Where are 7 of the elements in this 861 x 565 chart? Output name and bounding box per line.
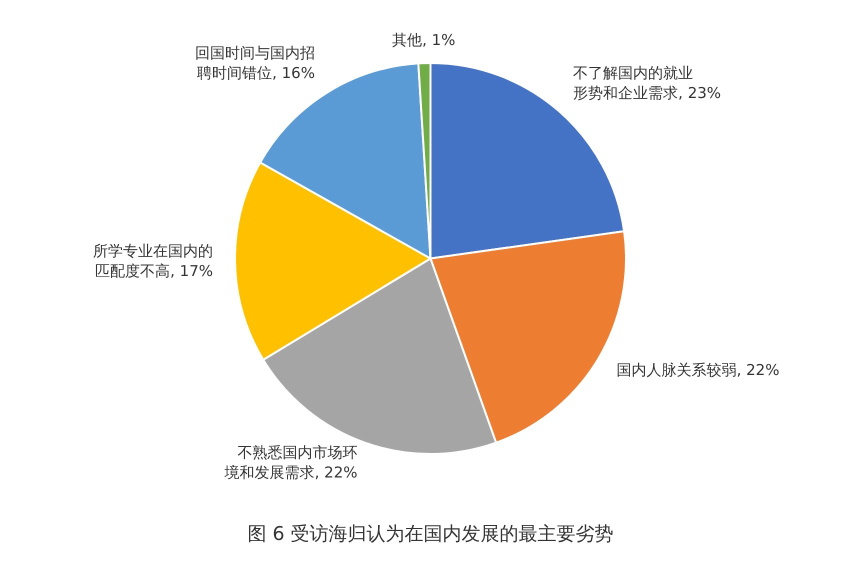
slice-label: 所学专业在国内的匹配度不高, 17% bbox=[93, 242, 214, 280]
slice-label: 回国时间与国内招聘时间错位, 16% bbox=[194, 44, 315, 82]
slice-label: 国内人脉关系较弱, 22% bbox=[616, 361, 780, 380]
slice-label: 其他, 1% bbox=[392, 30, 456, 49]
slice-label: 不了解国内的就业形势和企业需求, 23% bbox=[573, 64, 722, 102]
text: 图 6 受访海归认为在国内发展的最主要劣势 bbox=[246, 522, 615, 547]
slice-label: 不熟悉国内市场环境和发展需求, 22% bbox=[224, 443, 358, 482]
